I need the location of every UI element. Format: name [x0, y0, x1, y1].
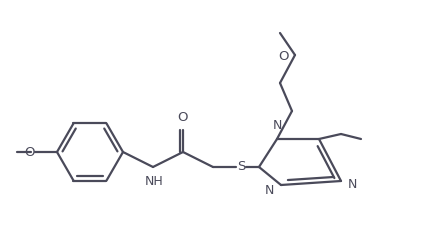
Text: O: O	[178, 111, 188, 124]
Text: N: N	[348, 177, 357, 190]
Text: O: O	[278, 51, 289, 63]
Text: O: O	[25, 145, 35, 159]
Text: N: N	[265, 183, 274, 197]
Text: S: S	[237, 160, 245, 174]
Text: N: N	[272, 119, 282, 132]
Text: NH: NH	[144, 175, 163, 188]
